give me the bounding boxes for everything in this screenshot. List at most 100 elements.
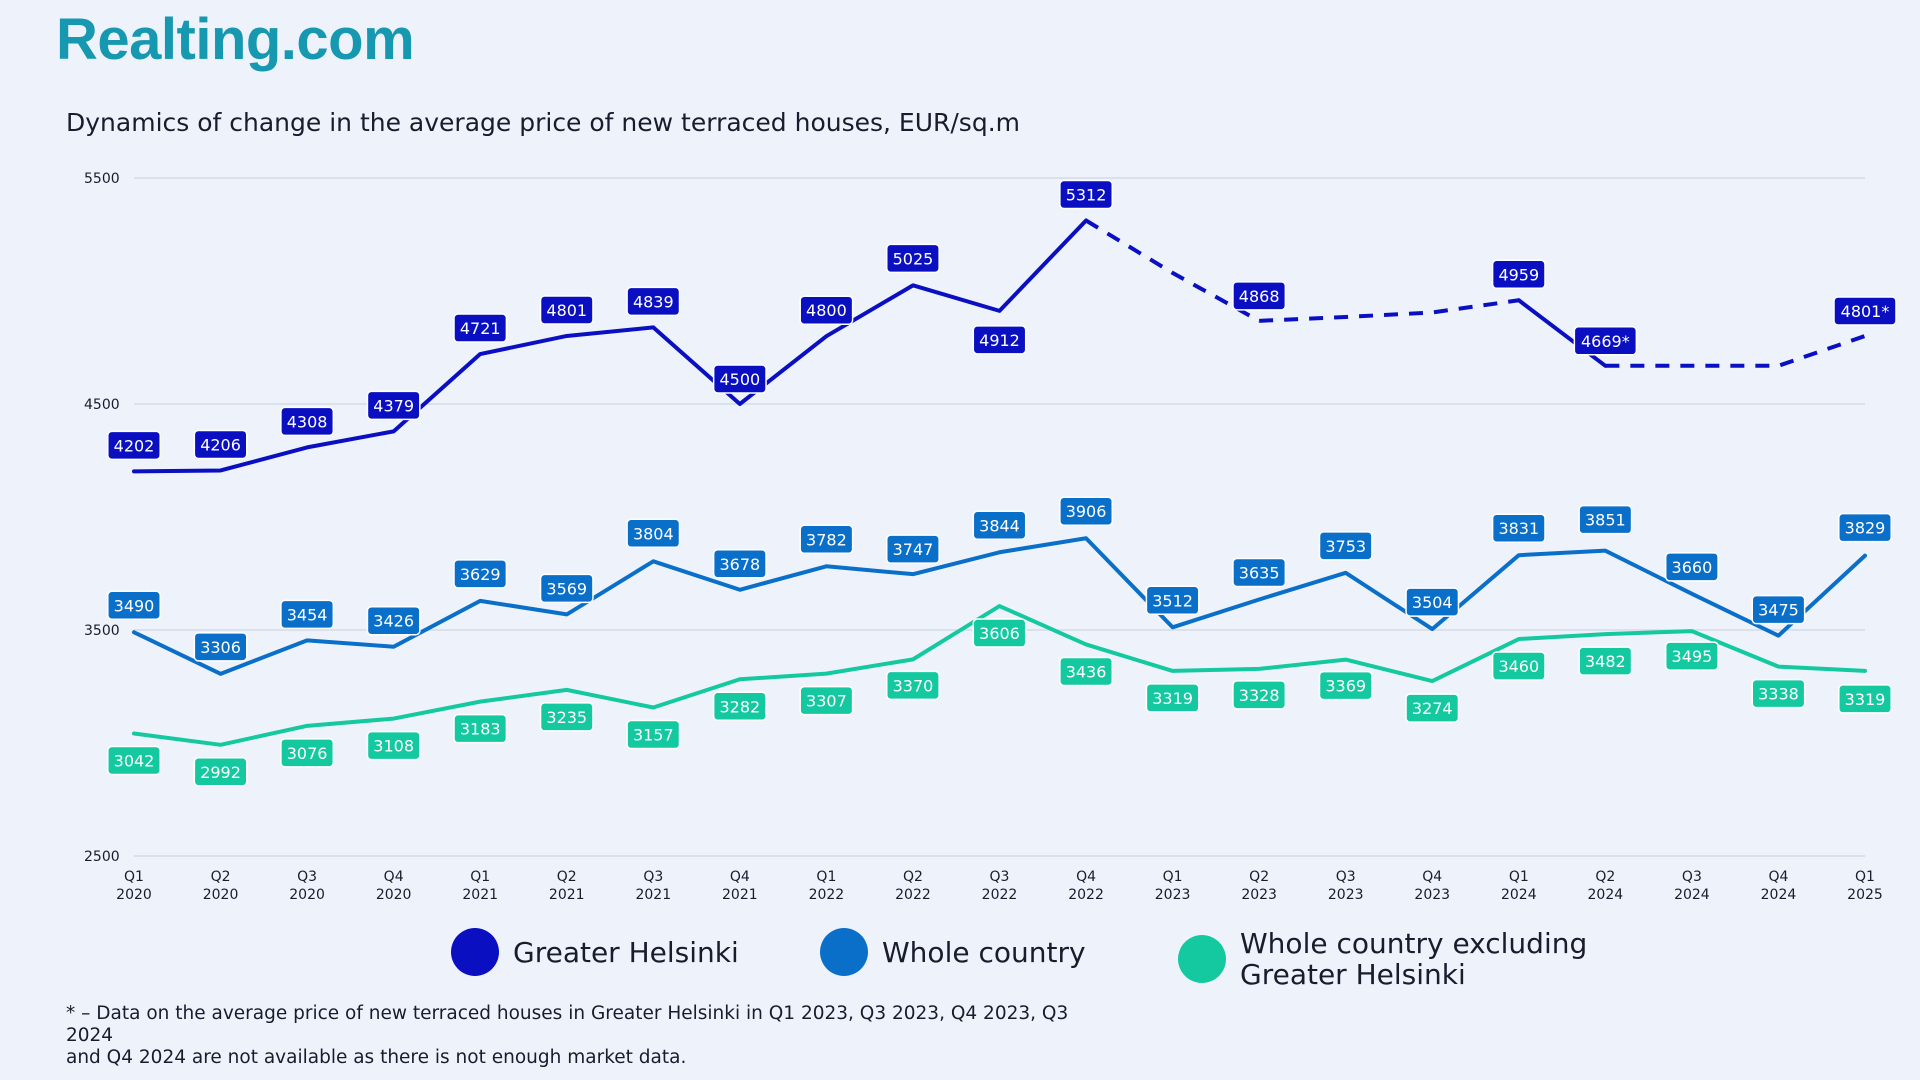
legend-label-excl-helsinki-line1: Whole country excluding (1240, 927, 1588, 960)
data-label-greater-helsinki: 4202 (107, 430, 161, 461)
data-label-text: 3569 (546, 579, 587, 598)
y-tick-label: 3500 (84, 623, 120, 639)
data-label-text: 3678 (719, 555, 760, 574)
data-label-box (1664, 641, 1719, 671)
data-label-box (366, 390, 421, 421)
data-label-text: 4206 (200, 435, 241, 454)
data-label-text: 3782 (806, 530, 847, 549)
x-tick-label-quarter: Q1 (816, 869, 836, 885)
x-tick-label-quarter: Q1 (470, 869, 490, 885)
x-tick-label-quarter: Q4 (1076, 869, 1096, 885)
data-label-excl-helsinki: 3338 (1751, 678, 1806, 709)
data-label-excl-helsinki: 2992 (193, 757, 248, 787)
data-label-box (539, 295, 594, 325)
data-label-text: 4912 (979, 331, 1020, 350)
data-label-excl-helsinki: 3460 (1491, 651, 1546, 681)
data-label-text: 4801 (546, 301, 587, 320)
data-label-text: 3490 (114, 596, 155, 615)
data-label-whole-country: 3454 (280, 599, 335, 630)
data-label-excl-helsinki: 3606 (972, 618, 1027, 648)
data-label-whole-country: 3782 (799, 524, 854, 555)
data-label-box (280, 406, 335, 437)
data-label-excl-helsinki: 3319 (1145, 683, 1200, 713)
data-label-text: 3753 (1325, 537, 1366, 556)
data-label-excl-helsinki: 3369 (1318, 670, 1373, 701)
x-tick-label-year: 2023 (1241, 887, 1277, 903)
x-tick-label-year: 2020 (203, 887, 239, 903)
data-label-greater-helsinki: 4800 (799, 295, 854, 325)
data-label-text: 3370 (893, 676, 934, 695)
data-label-text: 3504 (1412, 593, 1453, 612)
legend-swatch-whole-country (820, 928, 868, 976)
x-tick-label-quarter: Q3 (1682, 869, 1702, 885)
data-label-box (1838, 512, 1892, 543)
data-label-box (1145, 585, 1200, 616)
data-label-box (107, 430, 161, 461)
data-label-box (1838, 684, 1892, 714)
footnote-line-2: and Q4 2024 are not available as there i… (66, 1047, 687, 1068)
data-label-text: 3831 (1498, 519, 1539, 538)
x-tick-label-year: 2024 (1501, 887, 1537, 903)
data-label-text: 5025 (893, 249, 934, 268)
x-tick-label-quarter: Q1 (1509, 869, 1529, 885)
data-label-text: 3747 (893, 540, 934, 559)
data-label-box (107, 745, 161, 776)
data-label-box (1491, 259, 1546, 290)
legend-label-excl-helsinki: Whole country excluding Greater Helsinki (1240, 928, 1587, 990)
data-label-box (972, 510, 1027, 541)
x-tick-label-year: 2023 (1328, 887, 1364, 903)
x-tick-label-year: 2024 (1674, 887, 1710, 903)
data-label-text: 3495 (1672, 647, 1713, 666)
data-label-excl-helsinki: 3307 (799, 685, 854, 716)
data-label-greater-helsinki: 4721 (453, 313, 508, 343)
data-label-greater-helsinki: 4308 (280, 406, 335, 437)
data-label-box (626, 286, 681, 317)
data-label-text: 3660 (1672, 558, 1713, 577)
data-label-box (539, 702, 594, 732)
data-label-box (712, 549, 767, 579)
data-label-whole-country: 3504 (1405, 587, 1460, 617)
data-label-box (1491, 513, 1546, 543)
footnote-line-1: * – Data on the average price of new ter… (66, 1003, 1069, 1046)
data-label-box (193, 757, 248, 787)
data-label-text: 4379 (373, 396, 414, 415)
x-tick-label-quarter: Q3 (990, 869, 1010, 885)
data-label-text: 3274 (1412, 699, 1453, 718)
data-label-box (1318, 531, 1373, 561)
series-line-greater-helsinki-solid-0 (132, 218, 1089, 474)
data-label-text: 4721 (460, 319, 501, 338)
data-label-text: 3606 (979, 624, 1020, 643)
data-label-box (626, 518, 681, 549)
data-label-box (799, 685, 854, 716)
data-label-text: 3328 (1239, 686, 1280, 705)
data-label-text: 3307 (806, 692, 847, 711)
data-label-excl-helsinki: 3282 (712, 691, 767, 722)
data-label-box (1751, 678, 1806, 709)
data-label-text: 3475 (1758, 601, 1799, 620)
x-tick-label-year: 2021 (462, 887, 498, 903)
data-label-text: 3906 (1066, 502, 1107, 521)
data-label-text: 3183 (460, 720, 501, 739)
data-label-text: 4669* (1581, 332, 1630, 351)
y-tick-label: 2500 (84, 849, 120, 865)
data-label-greater-helsinki: 4500 (712, 364, 767, 394)
x-tick-label-year: 2020 (376, 887, 412, 903)
data-label-text: 3829 (1845, 519, 1886, 538)
data-label-excl-helsinki: 3108 (366, 730, 421, 761)
data-label-box (453, 559, 508, 589)
data-label-box (799, 524, 854, 555)
data-label-excl-helsinki: 3042 (107, 745, 161, 776)
legend-label-whole-country: Whole country (882, 935, 1086, 969)
data-label-greater-helsinki: 5025 (886, 243, 940, 274)
x-tick-label-year: 2021 (549, 887, 585, 903)
x-tick-label-year: 2023 (1155, 887, 1191, 903)
legend-item-greater-helsinki: Greater Helsinki (451, 928, 739, 976)
data-label-box (1573, 326, 1638, 356)
footnote: * – Data on the average price of new ter… (66, 1003, 1106, 1069)
data-label-whole-country: 3569 (539, 573, 594, 604)
x-tick-label-quarter: Q2 (1595, 869, 1615, 885)
x-tick-label-year: 2020 (116, 887, 152, 903)
data-label-box (280, 599, 335, 630)
data-label-box (1833, 296, 1897, 326)
